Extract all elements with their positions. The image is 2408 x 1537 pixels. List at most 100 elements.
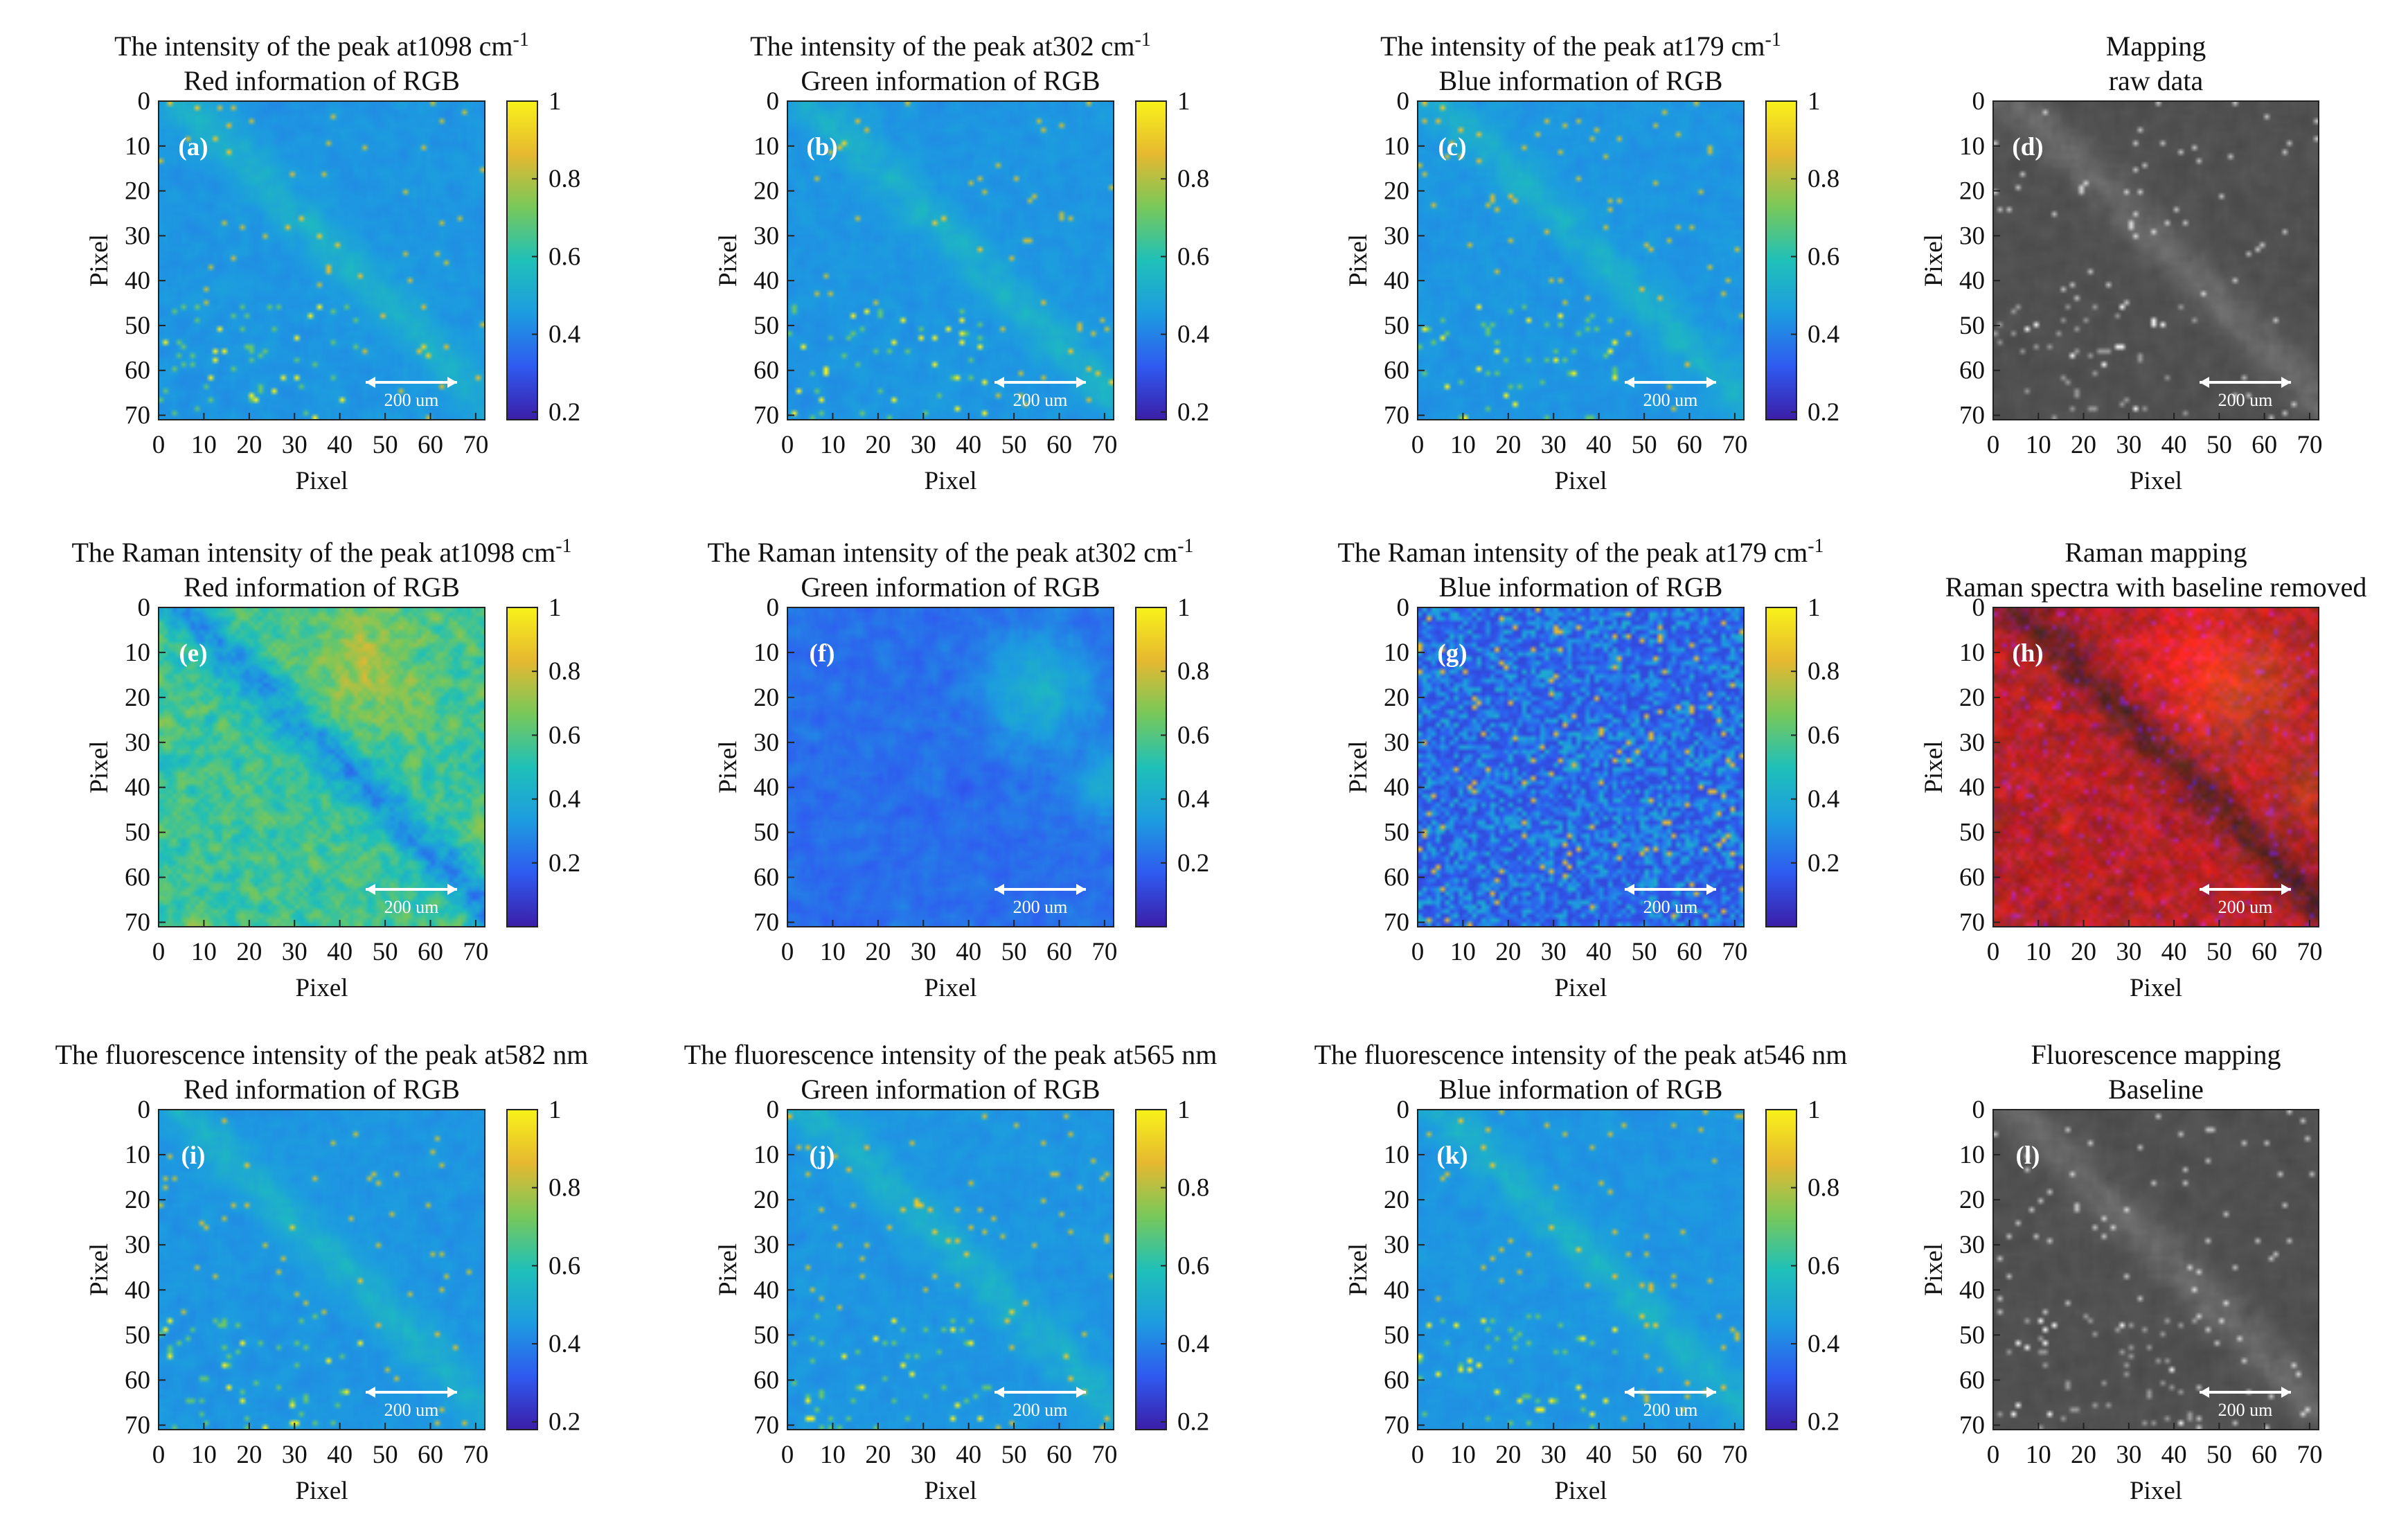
x-tick-label: 30 [1541, 431, 1567, 459]
y-axis-label: Pixel [1920, 1243, 1948, 1296]
y-tick-label: 40 [1384, 267, 1409, 295]
y-tick-label: 50 [1959, 1321, 1985, 1349]
scale-bar-label: 200 um [2218, 1400, 2273, 1420]
x-tick-label: 70 [463, 431, 488, 459]
scale-bar-label: 200 um [1643, 897, 1698, 917]
x-tick-label: 60 [1046, 938, 1072, 966]
colorbar [1765, 100, 1797, 420]
colorbar-tick-label: 1 [549, 594, 562, 622]
colorbar [506, 607, 538, 927]
y-tick-label: 30 [1959, 222, 1985, 250]
panel-subtitle: Baseline [2108, 1074, 2204, 1105]
scale-bar-arrow-right [1706, 884, 1716, 895]
x-tick-label: 30 [2116, 938, 2141, 966]
x-tick-label: 20 [2071, 1441, 2096, 1469]
scale-bar-arrow-right [447, 1387, 457, 1398]
x-tick-label: 30 [2116, 431, 2141, 459]
colorbar-tick-label: 1 [1808, 1096, 1821, 1124]
x-tick-label: 60 [2251, 431, 2277, 459]
y-tick-label: 60 [1384, 864, 1409, 892]
panel-title: The intensity of the peak at179 cm-1 [1380, 29, 1781, 62]
x-tick-label: 20 [1495, 1441, 1521, 1469]
y-tick-label: 40 [1959, 1276, 1985, 1304]
heatmap-image [1993, 1110, 2319, 1430]
colorbar-tick-label: 0.2 [1808, 398, 1839, 427]
scale-bar-arrow-right [1076, 884, 1086, 895]
y-tick-label: 60 [1959, 357, 1985, 385]
x-tick-label: 70 [463, 1441, 488, 1469]
y-tick-label: 40 [1959, 267, 1985, 295]
scale-bar-arrow-left [1625, 884, 1634, 895]
x-tick-label: 30 [282, 1441, 307, 1469]
axes-frame [1992, 100, 2319, 420]
y-tick-label: 20 [1384, 177, 1409, 206]
panel-title: The fluorescence intensity of the peak a… [1314, 1039, 1848, 1070]
y-tick-label: 10 [753, 1141, 779, 1169]
x-tick-label: 40 [956, 938, 981, 966]
panel-subtitle: Green information of RGB [801, 65, 1100, 96]
panel-b: The intensity of the peak at302 cm-1Gree… [714, 29, 1209, 495]
x-tick-label: 70 [1722, 938, 1747, 966]
y-tick-label: 20 [1384, 684, 1409, 712]
y-tick-label: 60 [125, 1366, 150, 1394]
y-tick-label: 50 [753, 312, 779, 340]
panel-c: The intensity of the peak at179 cm-1Blue… [1344, 29, 1839, 495]
scale-bar-arrow-right [1706, 377, 1716, 388]
panel-letter: (g) [1437, 639, 1467, 668]
x-tick-label: 20 [1495, 431, 1521, 459]
y-tick-label: 70 [1384, 909, 1409, 937]
y-tick-label: 30 [1959, 1231, 1985, 1259]
panel-subtitle: Red information of RGB [184, 1074, 460, 1105]
colorbar-tick-label: 0.6 [1177, 1252, 1209, 1280]
y-tick-label: 0 [138, 1096, 151, 1124]
x-tick-label: 60 [1046, 431, 1072, 459]
y-tick-label: 0 [1397, 87, 1410, 116]
title-superscript: -1 [1765, 29, 1781, 51]
scale-bar-arrow-left [366, 377, 375, 388]
heatmap-image [1418, 1110, 1744, 1430]
x-tick-label: 60 [1677, 938, 1702, 966]
colorbar-tick-label: 0.8 [1177, 165, 1209, 193]
panel-title: The Raman intensity of the peak at179 cm… [1337, 535, 1823, 568]
x-tick-label: 60 [418, 1441, 443, 1469]
x-tick-label: 60 [2251, 1441, 2277, 1469]
x-tick-label: 20 [236, 431, 262, 459]
x-tick-label: 10 [820, 1441, 846, 1469]
panel-subtitle: Green information of RGB [801, 571, 1100, 603]
colorbar-tick-label: 1 [1808, 594, 1821, 622]
y-tick-label: 0 [1972, 1096, 1986, 1124]
y-tick-label: 20 [125, 177, 150, 206]
y-tick-label: 70 [753, 402, 779, 430]
panel-subtitle: Green information of RGB [801, 1074, 1100, 1105]
title-superscript: -1 [1177, 535, 1193, 557]
scale-bar-arrow-left [1625, 1387, 1634, 1398]
x-tick-label: 20 [865, 1441, 891, 1469]
y-tick-label: 0 [1972, 87, 1986, 116]
y-tick-label: 20 [1384, 1186, 1409, 1214]
x-axis-label: Pixel [1554, 974, 1607, 1002]
y-tick-label: 40 [753, 1276, 779, 1304]
colorbar [1765, 607, 1797, 927]
colorbar-tick-label: 0.4 [549, 785, 580, 814]
x-tick-label: 60 [2251, 938, 2277, 966]
y-tick-label: 20 [753, 1186, 779, 1214]
y-tick-label: 10 [753, 639, 779, 667]
x-axis-label: Pixel [2130, 1477, 2182, 1505]
heatmap-image [159, 1110, 485, 1430]
y-tick-label: 60 [753, 1366, 779, 1394]
panel-title: The fluorescence intensity of the peak a… [684, 1039, 1218, 1070]
title-superscript: -1 [1135, 29, 1151, 51]
heatmap-image [787, 101, 1114, 420]
x-tick-label: 30 [282, 938, 307, 966]
scale-bar-label: 200 um [2218, 897, 2273, 917]
scale-bar-arrow-right [447, 377, 457, 388]
panel-letter: (j) [810, 1141, 835, 1170]
x-tick-label: 50 [2206, 938, 2232, 966]
y-tick-label: 10 [1384, 132, 1409, 161]
x-tick-label: 60 [418, 938, 443, 966]
panel-i: The fluorescence intensity of the peak a… [55, 1039, 589, 1505]
colorbar-tick-label: 0.6 [1808, 242, 1839, 271]
heatmap-image [1418, 101, 1744, 420]
panel-letter: (k) [1436, 1141, 1468, 1170]
scale-bar-arrow-left [1625, 377, 1634, 388]
